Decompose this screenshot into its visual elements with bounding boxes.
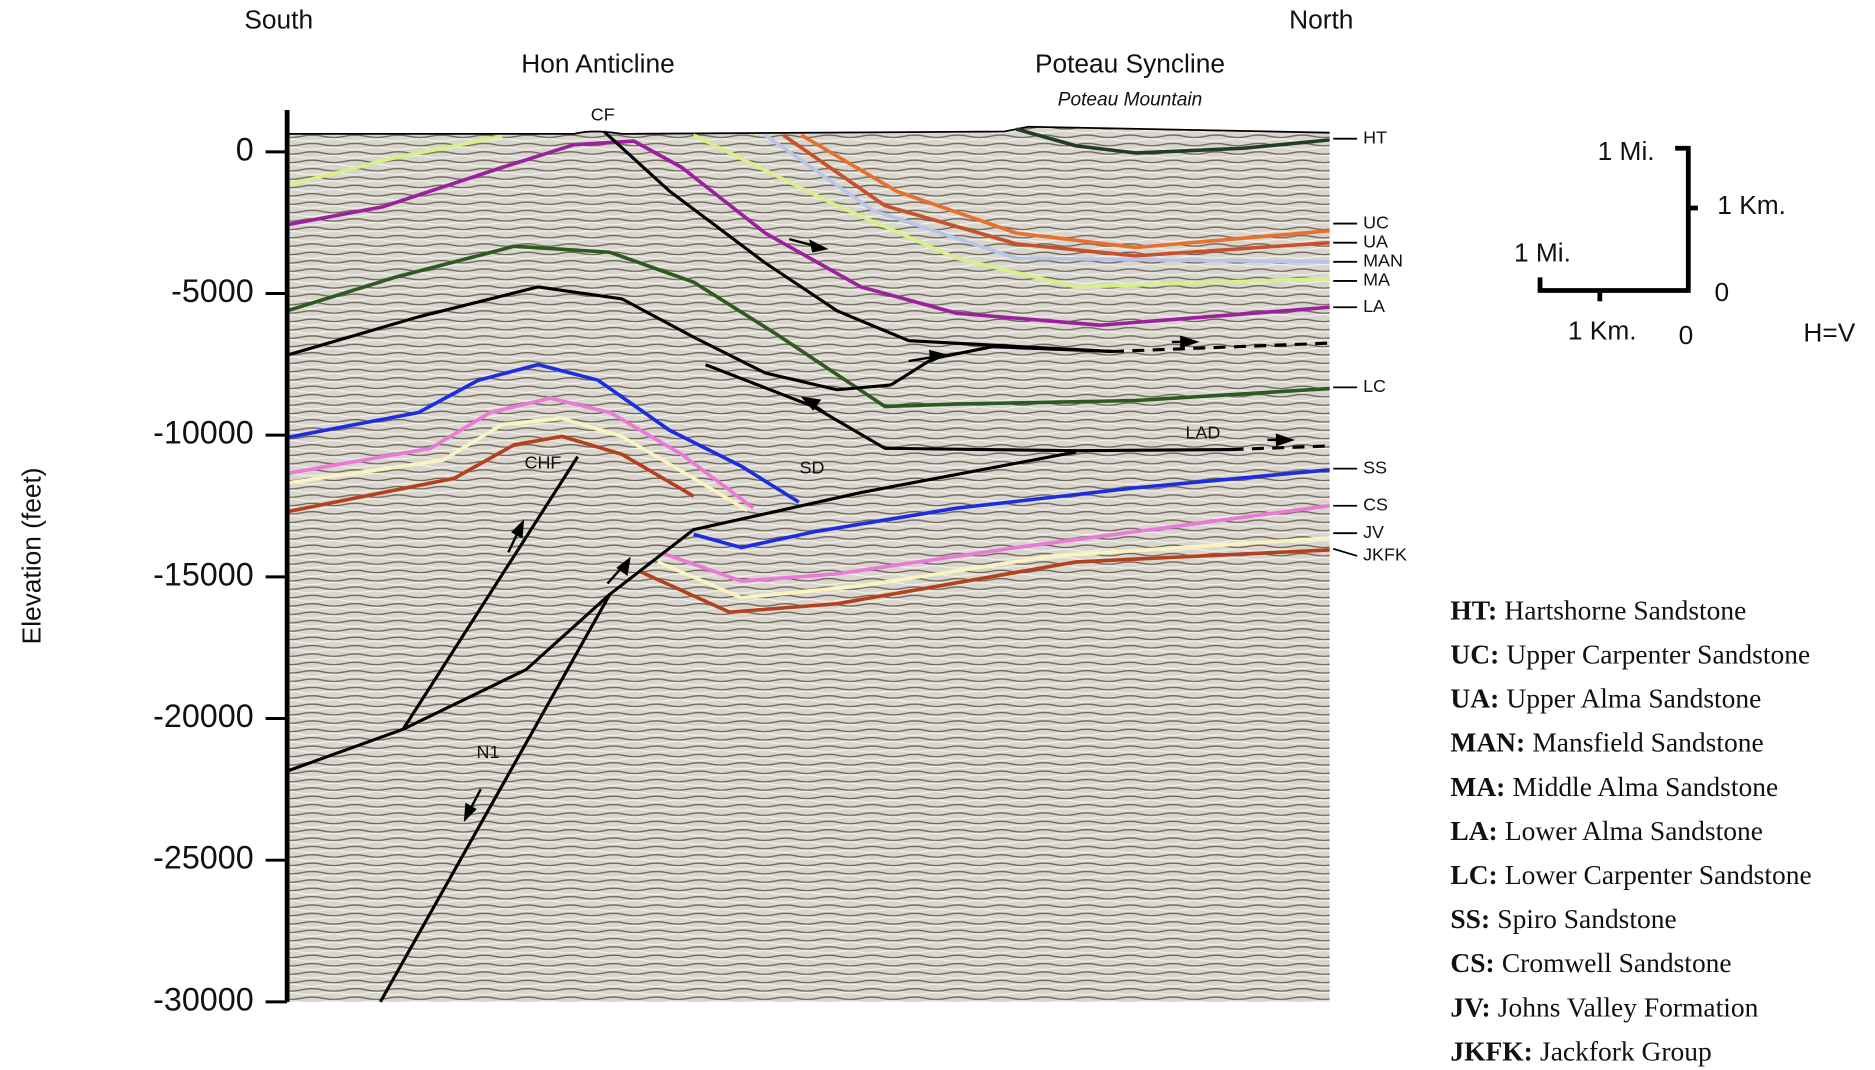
legend-name: Lower Alma Sandstone — [1505, 816, 1763, 846]
legend-abbr: JV: — [1450, 993, 1490, 1023]
legend-entry: LC: Lower Carpenter Sandstone — [1450, 860, 1811, 890]
structure-label: Poteau Syncline — [1035, 49, 1225, 79]
horizon-label: JKFK — [1363, 545, 1407, 565]
legend-abbr: SS: — [1450, 904, 1490, 934]
legend-name: Middle Alma Sandstone — [1513, 772, 1779, 802]
direction-label: North — [1289, 4, 1353, 34]
tick-label: -15000 — [153, 556, 253, 592]
figure: South North Hon Anticline Poteau Synclin… — [0, 0, 1875, 1070]
scale-bar: 1 Mi. 1 Km. 1 Mi. 0 1 Km. 0 H=V — [1514, 136, 1856, 350]
structure-label: Hon Anticline — [521, 49, 675, 79]
legend-entry: JV: Johns Valley Formation — [1450, 993, 1758, 1023]
horizon-label: MAN — [1363, 251, 1403, 271]
legend-name: Cromwell Sandstone — [1502, 949, 1732, 979]
label-tick — [1333, 549, 1357, 556]
horizon-label: UC — [1363, 212, 1389, 232]
tick-label: -5000 — [171, 273, 254, 309]
tick-label: -25000 — [153, 840, 253, 876]
legend-name: Hartshorne Sandstone — [1504, 596, 1746, 626]
fault-label: LAD — [1185, 423, 1220, 443]
tick-label: -10000 — [153, 415, 253, 451]
legend-entry: CS: Cromwell Sandstone — [1450, 949, 1731, 979]
horizon-label: UA — [1363, 231, 1388, 251]
horizon-label: CS — [1363, 494, 1388, 514]
legend-name: Lower Carpenter Sandstone — [1505, 860, 1812, 890]
legend-abbr: UA: — [1450, 684, 1499, 714]
legend-name: Mansfield Sandstone — [1532, 728, 1763, 758]
horizon-label: SS — [1363, 457, 1387, 477]
horizon-label: HT — [1363, 127, 1387, 147]
legend-entry: MA: Middle Alma Sandstone — [1450, 772, 1778, 802]
legend-abbr: LA: — [1450, 816, 1497, 846]
scale-label: 0 — [1679, 320, 1694, 350]
scale-label: 1 Km. — [1717, 190, 1786, 220]
legend-abbr: CS: — [1450, 949, 1494, 979]
direction-label: South — [244, 4, 313, 34]
legend: HT:Hartshorne SandstoneUC:Upper Carpente… — [1450, 596, 1811, 1067]
horizon-label: LC — [1363, 376, 1386, 396]
scale-label: 1 Km. — [1568, 315, 1637, 345]
scale-label: H=V — [1803, 318, 1855, 348]
legend-entry: UA:Upper Alma Sandstone — [1450, 684, 1761, 714]
legend-entry: MAN:Mansfield Sandstone — [1450, 728, 1763, 758]
legend-entry: UC:Upper Carpenter Sandstone — [1450, 640, 1810, 670]
fault-label: SD — [800, 457, 825, 477]
legend-name: Johns Valley Formation — [1498, 993, 1759, 1023]
legend-entry: LA: Lower Alma Sandstone — [1450, 816, 1763, 846]
legend-entry: SS:Spiro Sandstone — [1450, 904, 1676, 934]
legend-name: Upper Carpenter Sandstone — [1506, 640, 1810, 670]
scale-label: 1 Mi. — [1598, 136, 1655, 166]
fault-label: CF — [591, 105, 615, 125]
legend-abbr: HT: — [1450, 596, 1497, 626]
tick-label: -20000 — [153, 698, 253, 734]
legend-name: Jackfork Group — [1540, 1037, 1712, 1067]
legend-name: Spiro Sandstone — [1497, 904, 1676, 934]
legend-name: Upper Alma Sandstone — [1506, 684, 1761, 714]
tick-label: -30000 — [153, 981, 253, 1017]
legend-abbr: LC: — [1450, 860, 1497, 890]
horizon-label: MA — [1363, 270, 1390, 290]
fault-label: CHF — [525, 453, 562, 473]
axis-label: Elevation (feet) — [17, 467, 47, 644]
legend-entry: JKFK: Jackfork Group — [1450, 1037, 1711, 1067]
horizon-label: JV — [1363, 522, 1384, 542]
tick-label: 0 — [236, 131, 254, 167]
scale-line — [1540, 148, 1688, 290]
legend-abbr: MAN: — [1450, 728, 1525, 758]
legend-abbr: MA: — [1450, 772, 1505, 802]
horizon-label: LA — [1363, 296, 1385, 316]
legend-abbr: UC: — [1450, 640, 1499, 670]
scale-label: 0 — [1714, 277, 1729, 307]
legend-abbr: JKFK: — [1450, 1037, 1532, 1067]
scale-label: 1 Mi. — [1514, 238, 1571, 268]
y-axis: 0 -5000 -10000 -15000 -20000 -25000 -30000 — [153, 110, 287, 1017]
legend-entry: HT:Hartshorne Sandstone — [1450, 596, 1746, 626]
structure-sublabel: Poteau Mountain — [1058, 89, 1203, 110]
fault-label: N1 — [477, 742, 500, 762]
